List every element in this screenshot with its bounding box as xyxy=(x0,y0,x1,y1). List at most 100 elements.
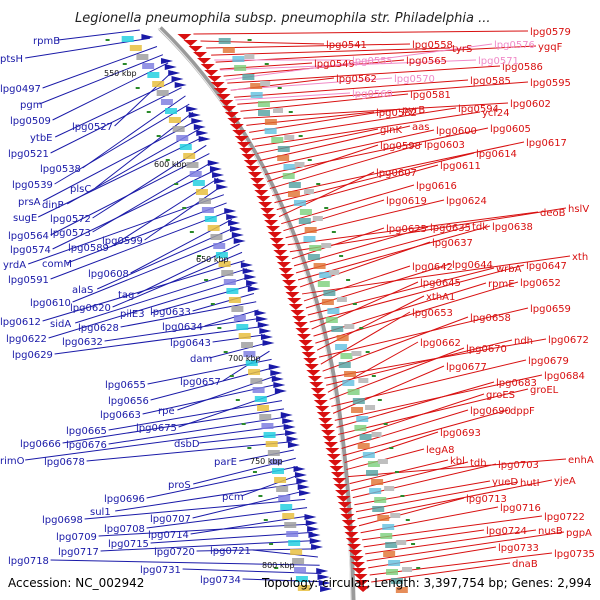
right-leader-line xyxy=(347,458,567,478)
left-leader-line xyxy=(82,95,186,169)
feature-block xyxy=(232,56,245,62)
right-gene-label: lpg0690 xyxy=(470,406,511,417)
right-gene-label: lpg0549 xyxy=(314,59,355,70)
reverse-gene-arrow xyxy=(278,268,293,274)
feature-block xyxy=(338,362,351,368)
reverse-gene-arrow xyxy=(313,400,328,406)
feature-block xyxy=(288,540,301,546)
right-gene-label: lpg0713 xyxy=(466,494,507,505)
feature-block xyxy=(121,36,134,42)
feature-block xyxy=(218,38,231,44)
feature-block xyxy=(257,405,270,411)
reverse-gene-arrow xyxy=(300,346,315,352)
reverse-gene-arrow xyxy=(207,76,222,82)
right-gene-label: xth xyxy=(572,252,588,263)
reverse-gene-arrow xyxy=(309,382,324,388)
reverse-gene-arrow xyxy=(288,304,303,310)
feature-block xyxy=(168,117,181,123)
right-leader-line xyxy=(342,409,509,457)
reverse-gene-arrow xyxy=(262,214,277,220)
feature-block xyxy=(309,245,322,251)
right-gene-label: lpg0645 xyxy=(420,278,461,289)
feature-block xyxy=(152,81,165,87)
reverse-gene-arrow xyxy=(280,274,295,280)
left-gene-label: tag xyxy=(118,290,134,301)
right-gene-label: lpg0652 xyxy=(520,278,561,289)
right-leader-line xyxy=(363,529,485,548)
right-gene-label: lpg0624 xyxy=(446,196,487,207)
reverse-gene-arrow xyxy=(347,544,362,550)
right-gene-label: nusB xyxy=(538,526,563,537)
feature-block xyxy=(272,468,285,474)
right-gene-label: lpg0638 xyxy=(492,222,533,233)
left-gene-label: lpg0538 xyxy=(40,164,81,175)
feature-block xyxy=(357,443,370,449)
feature-block xyxy=(365,405,376,410)
left-gene-label: dam xyxy=(190,354,212,365)
right-gene-label: lpg0585 xyxy=(470,76,511,87)
reverse-gene-arrow xyxy=(292,316,307,322)
forward-gene-arrow xyxy=(254,310,267,316)
left-gene-label: ptsH xyxy=(0,54,23,65)
scale-mark-label: 600 kbp xyxy=(154,160,187,169)
forward-gene-arrow xyxy=(286,436,299,442)
pseudo-gene-label: lpg0570 xyxy=(394,74,435,85)
left-leader-line xyxy=(54,78,178,138)
reverse-gene-arrow xyxy=(293,322,308,328)
feature-block xyxy=(358,378,369,383)
left-leader-line xyxy=(54,103,190,185)
feature-block xyxy=(278,495,291,501)
reverse-gene-arrow xyxy=(306,370,321,376)
feature-block xyxy=(359,434,372,440)
forward-gene-arrow xyxy=(287,442,300,448)
feature-block xyxy=(250,83,263,89)
right-leader-line xyxy=(262,129,435,168)
left-gene-label: lpg0675 xyxy=(136,423,177,434)
feature-block xyxy=(257,101,270,107)
scale-mark-label: 550 kbp xyxy=(104,69,137,78)
left-gene-label: lpg0527 xyxy=(72,122,113,133)
right-gene-label: lpg0677 xyxy=(446,362,487,373)
left-leader-line xyxy=(62,408,285,444)
right-gene-label: lpg0565 xyxy=(406,56,447,67)
left-gene-label: pilE3 xyxy=(120,309,145,320)
left-leader-line xyxy=(52,169,216,250)
feature-block xyxy=(242,74,255,80)
feature-block xyxy=(367,461,380,467)
feature-block xyxy=(371,479,384,485)
reverse-gene-arrow xyxy=(258,202,273,208)
right-gene-label: deoB xyxy=(540,208,566,219)
forward-gene-arrow xyxy=(196,130,209,136)
forward-gene-arrow xyxy=(212,172,225,178)
feature-block xyxy=(263,432,276,438)
right-gene-label: lpg0635 xyxy=(430,223,471,234)
reverse-gene-arrow xyxy=(269,238,284,244)
reverse-gene-arrow xyxy=(344,532,359,538)
left-gene-label: lpg0707 xyxy=(150,514,191,525)
forward-gene-arrow xyxy=(191,118,204,124)
left-leader-line xyxy=(37,136,204,218)
reverse-gene-arrow xyxy=(200,64,215,70)
pseudo-gene-label: lpg0555 xyxy=(352,56,393,67)
forward-gene-arrow xyxy=(161,58,174,64)
right-gene-label: lpg0693 xyxy=(440,428,481,439)
left-leader-line xyxy=(108,400,283,431)
right-gene-label: lpg0581 xyxy=(410,90,451,101)
right-leader-line xyxy=(338,388,529,435)
right-gene-label: lpg0679 xyxy=(528,356,569,367)
reverse-gene-arrow xyxy=(285,292,300,298)
left-leader-line xyxy=(146,507,308,529)
right-leader-line xyxy=(230,77,335,91)
left-gene-label: lpg0509 xyxy=(10,116,51,127)
feature-block xyxy=(236,324,249,330)
right-leader-line xyxy=(366,531,565,562)
feature-block xyxy=(179,144,192,150)
feature-block xyxy=(286,531,299,537)
forward-gene-arrow xyxy=(294,472,307,478)
left-gene-label: sidA xyxy=(50,319,71,330)
reverse-gene-arrow xyxy=(337,502,352,508)
right-gene-label: lpg0659 xyxy=(530,304,571,315)
forward-gene-arrow xyxy=(233,238,246,244)
feature-block xyxy=(195,189,208,195)
